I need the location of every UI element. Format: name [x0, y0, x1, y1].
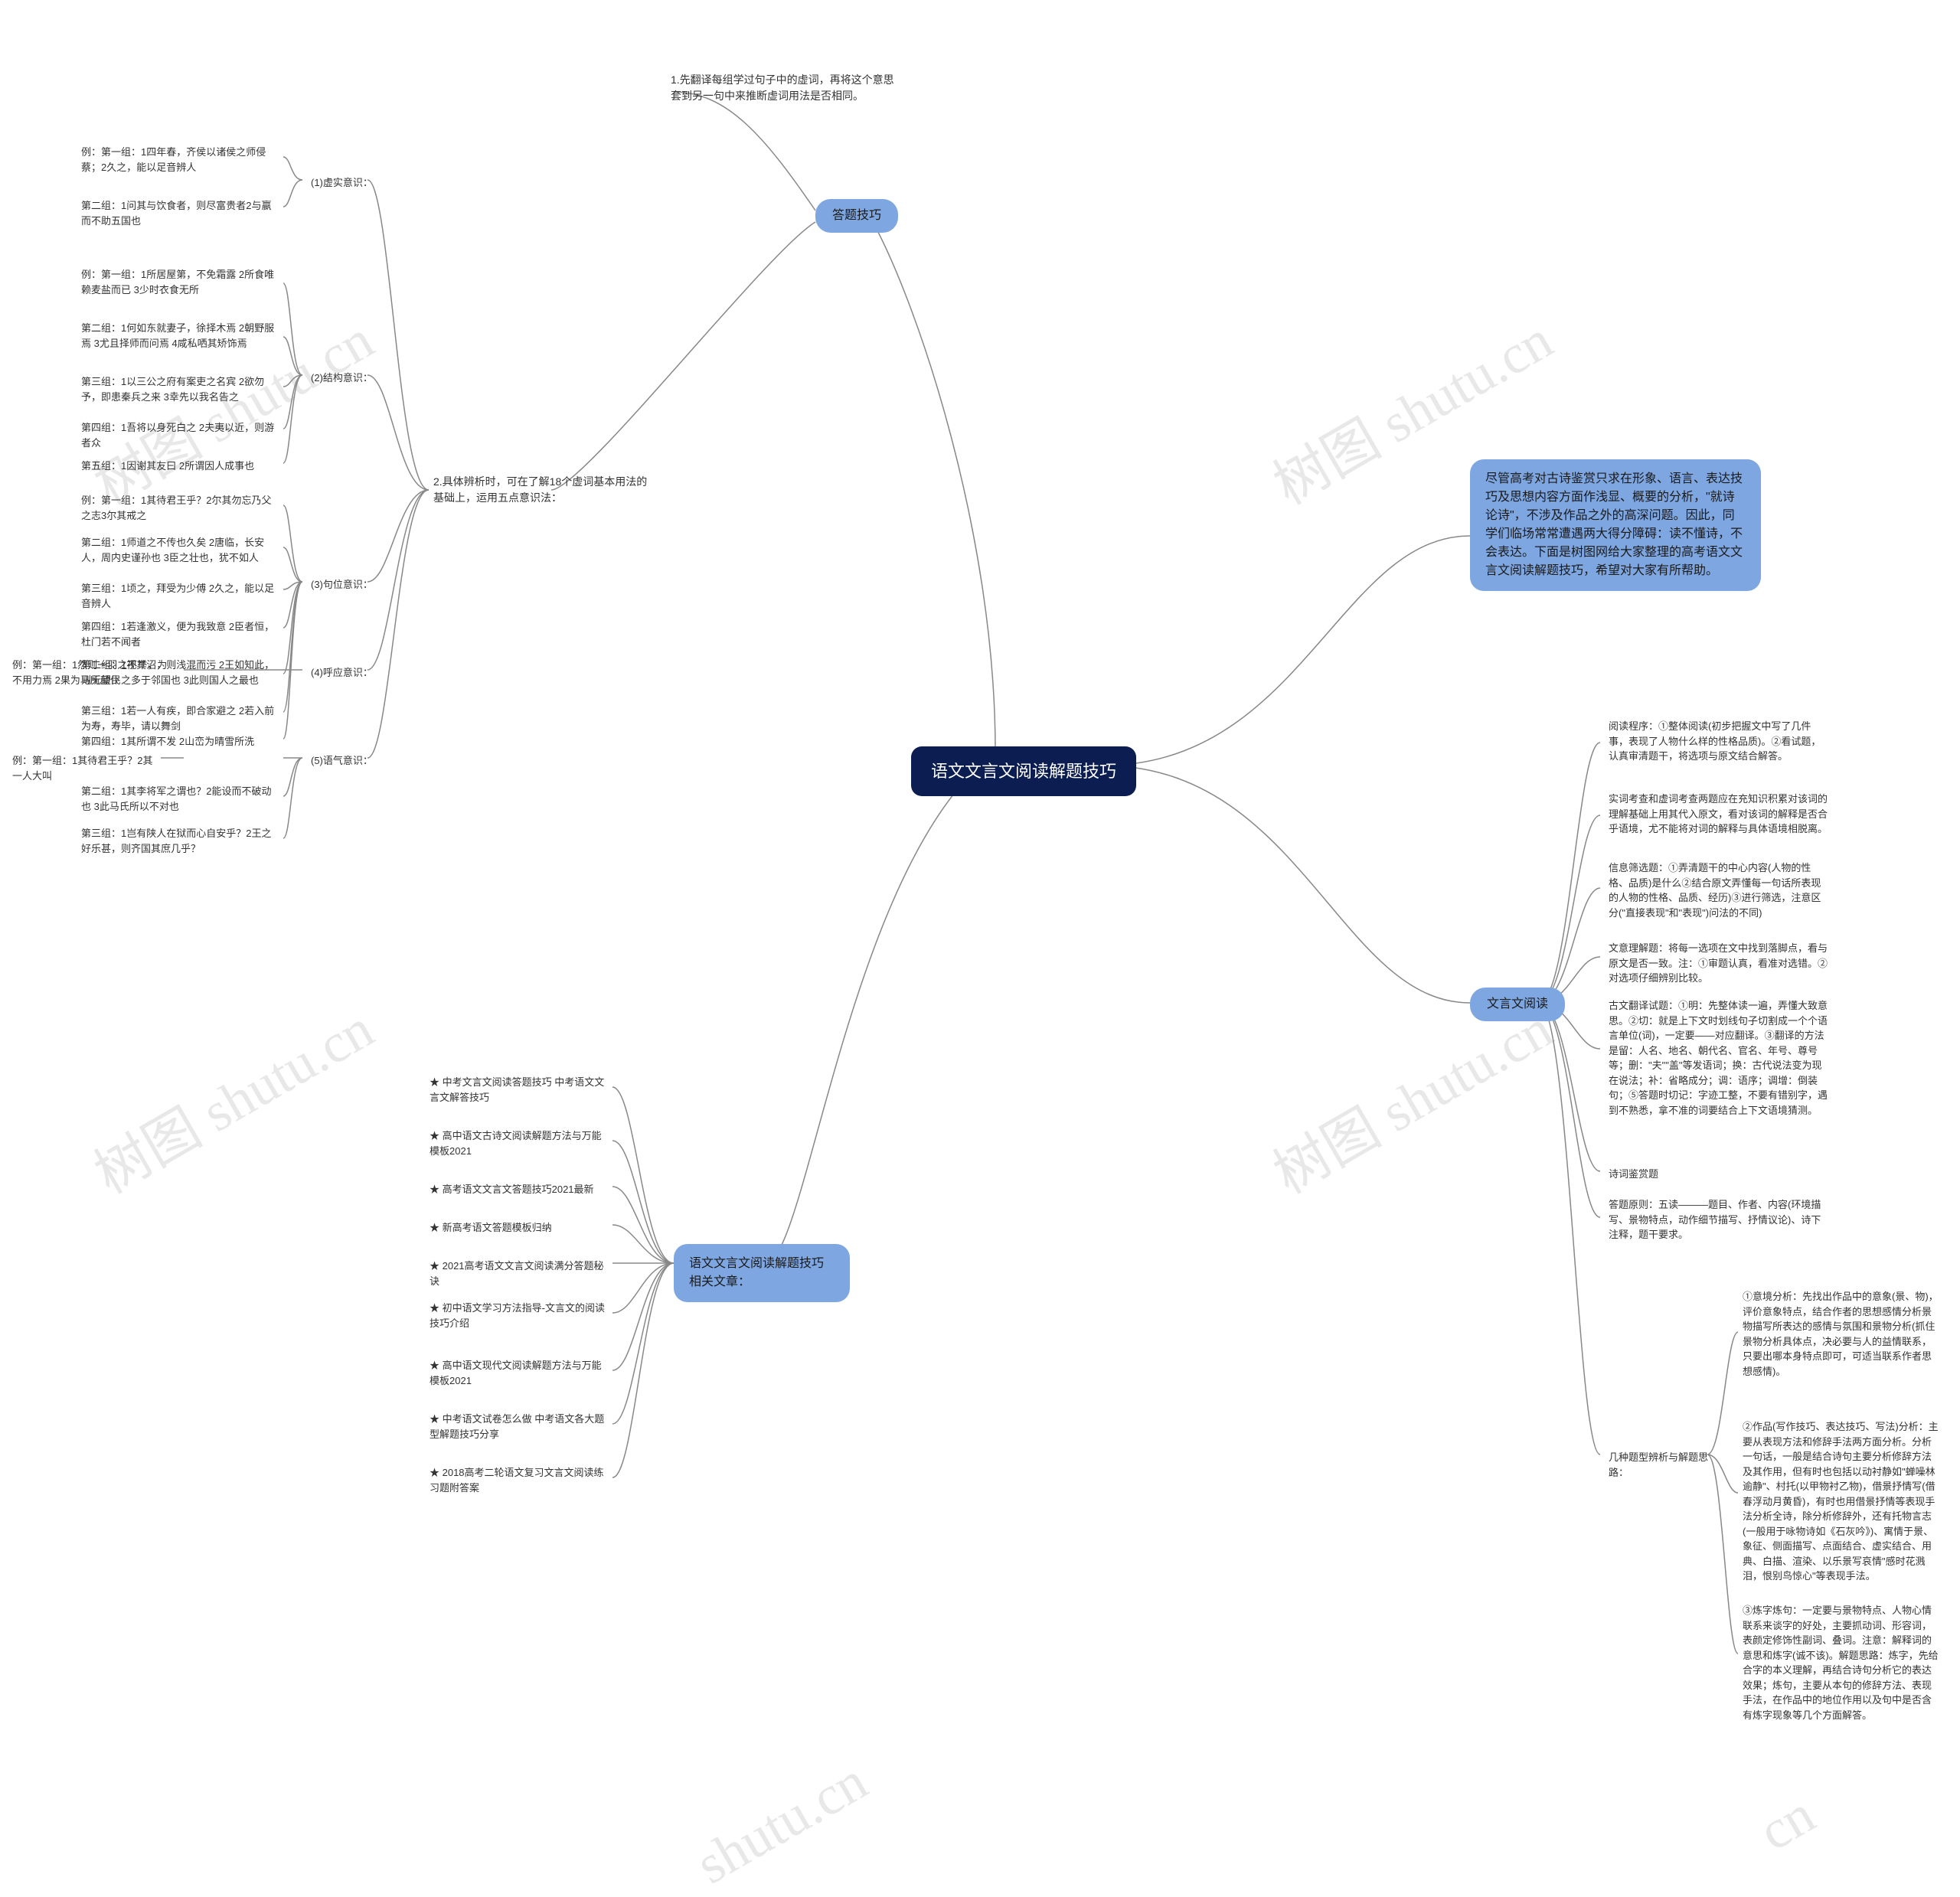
- intro-text: 尽管高考对古诗鉴赏只求在形象、语言、表达技巧及思想内容方面作浅显、概要的分析，"…: [1485, 472, 1743, 577]
- branch-answer[interactable]: 答题技巧: [815, 199, 898, 233]
- sense3-g3: 第三组：1顷之，拜受为少傅 2久之，能以足音辨人: [77, 578, 283, 614]
- related-4: ★ 2021高考语文文言文阅读满分答题秘诀: [425, 1255, 612, 1291]
- watermark: 树图 shutu.cn: [77, 984, 385, 1209]
- answer-tip2-label: 2.具体辨析时，可在了解18个虚词基本用法的基础上，运用五点意识法：: [429, 471, 658, 509]
- sense3-g4: 第四组：1若逢激义，便为我致意 2臣者恒，杜门若不闻者: [77, 616, 283, 652]
- reading-types-label: 几种题型辨析与解题思路：: [1604, 1447, 1719, 1483]
- reading-r5: 古文翻译试题：①明：先整体读一遍，弄懂大致意思。②切：就是上下文时划线句子切割成…: [1604, 995, 1834, 1121]
- sense3-g1: 例：第一组：1其待君王乎？2尔其勿忘乃父之志3尔其戒之: [77, 490, 283, 526]
- reading-r6: 诗词鉴赏题: [1604, 1164, 1834, 1185]
- sense5-g3: 第三组：1岂有陕人在狱而心自安乎？2王之好乐甚，则齐国其庶几乎？: [77, 823, 283, 859]
- reading-t1: ①意境分析：先找出作品中的意象(景、物)，评价意象特点，结合作者的思想感情分析景…: [1738, 1286, 1945, 1382]
- reading-r1: 阅读程序：①整体阅读(初步把握文中写了几件事，表现了人物什么样的性格品质)。②看…: [1604, 716, 1834, 767]
- branch-reading-label: 文言文阅读: [1487, 997, 1548, 1011]
- sense1-ex-b: 第二组：1问其与饮食者，则尽富贵者2与嬴而不助五国也: [77, 195, 283, 231]
- answer-tip1: 1.先翻译每组学过句子中的虚词，再将这个意思套到另一句中来推断虚词用法是否相同。: [666, 69, 903, 107]
- related-7: ★ 中考语文试卷怎么做 中考语文各大题型解题技巧分享: [425, 1409, 612, 1445]
- reading-r4: 文意理解题：将每一选项在文中找到落脚点，看与原文是否一致。注：①审题认真，看准对…: [1604, 938, 1834, 989]
- sense5-g2: 第二组：1其李将军之谓也？2能设而不破动也 3此马氏所以不对也: [77, 781, 283, 817]
- center-node[interactable]: 语文文言文阅读解题技巧: [911, 746, 1136, 796]
- sense1-ex-a: 例：第一组：1四年春，齐侯以诸侯之师侵蔡；2久之，能以足音辨人: [77, 142, 283, 178]
- related-0: ★ 中考文言文阅读答题技巧 中考语文文言文解答技巧: [425, 1072, 612, 1108]
- related-5: ★ 初中语文学习方法指导-文言文的阅读技巧介绍: [425, 1298, 612, 1334]
- related-1: ★ 高中语文古诗文阅读解题方法与万能模板2021: [425, 1125, 612, 1161]
- sense5-label: (5)语气意识：: [306, 750, 377, 772]
- related-8: ★ 2018高考二轮语文复习文言文阅读练习题附答案: [425, 1462, 612, 1498]
- intro-node[interactable]: 尽管高考对古诗鉴赏只求在形象、语言、表达技巧及思想内容方面作浅显、概要的分析，"…: [1470, 459, 1761, 591]
- sense4-label: (4)呼应意识：: [306, 662, 377, 684]
- watermark: shutu.cn: [685, 1749, 877, 1897]
- sense3-label: (3)句位意识：: [306, 574, 377, 596]
- sense2-g5: 第五组：1因谢其友曰 2所谓因人成事也: [77, 455, 283, 477]
- sense1-label: (1)虚实意识：: [306, 172, 377, 194]
- related-2: ★ 高考语文文言文答题技巧2021最新: [425, 1179, 612, 1200]
- sense4-ex: 例：第一组：1然则一羽之不举，为不用力焉 2果为马所颠仆: [8, 655, 180, 691]
- center-label: 语文文言文阅读解题技巧: [931, 762, 1116, 781]
- watermark: cn: [1749, 1783, 1825, 1864]
- sense2-g2: 第二组：1何如东就妻子，徐择木焉 2朝野服焉 3尤且择师而问焉 4咸私哂其矫饰焉: [77, 318, 283, 354]
- branch-answer-label: 答题技巧: [832, 209, 881, 222]
- reading-t3: ③炼字炼句：一定要与景物特点、人物心情联系来谈字的好处，主要抓动词、形容词，表颜…: [1738, 1600, 1945, 1726]
- reading-t2: ②作品(写作技巧、表达技巧、写法)分析：主要从表现方法和修辞手法两方面分析。分析…: [1738, 1416, 1945, 1587]
- reading-r7: 答题原则：五读———题目、作者、内容(环境描写、景物特点，动作细节描写、抒情议论…: [1604, 1194, 1834, 1246]
- branch-reading[interactable]: 文言文阅读: [1470, 988, 1565, 1021]
- branch-related-label: 语文文言文阅读解题技巧相关文章：: [689, 1257, 824, 1288]
- sense2-g3: 第三组：1以三公之府有案吏之名宾 2欲勿予，即患秦兵之来 3幸先以我名告之: [77, 371, 283, 407]
- related-3: ★ 新高考语文答题模板归纳: [425, 1217, 612, 1239]
- sense2-g4: 第四组：1吾将以身死白之 2夫夷以近，则游者众: [77, 417, 283, 453]
- branch-related[interactable]: 语文文言文阅读解题技巧相关文章：: [674, 1244, 850, 1302]
- sense2-label: (2)结构意识：: [306, 367, 377, 389]
- reading-r3: 信息筛选题：①弄清题干的中心内容(人物的性格、品质)是什么②结合原文弄懂每一句话…: [1604, 857, 1834, 923]
- related-6: ★ 高中语文现代文阅读解题方法与万能模板2021: [425, 1355, 612, 1391]
- reading-r2: 实词考查和虚词考查两题应在充知识积累对该词的理解基础上用其代入原文，看对该词的解…: [1604, 789, 1834, 840]
- sense2-g1: 例：第一组：1所居屋第，不免霜露 2所食唯赖麦盐而已 3少时衣食无所: [77, 264, 283, 300]
- sense3-g7: 第四组：1其所谓不发 2山峦为晴雪所洗: [77, 731, 283, 753]
- sense3-g2: 第二组：1师道之不传也久矣 2唐临，长安人，周内史谨孙也 3臣之壮也，犹不如人: [77, 532, 283, 568]
